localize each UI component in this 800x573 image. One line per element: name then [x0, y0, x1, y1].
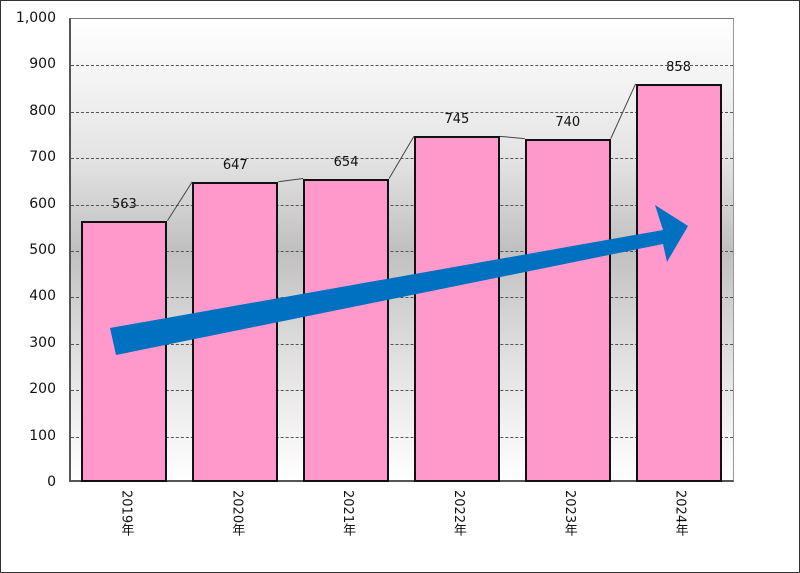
y-tick-label: 700 [29, 149, 56, 166]
data-label: 858 [666, 59, 691, 75]
x-tick-label: 2022年 [450, 490, 466, 537]
data-label: 745 [444, 112, 470, 128]
gridline [71, 65, 733, 67]
y-tick-label: 200 [29, 381, 56, 398]
y-tick-label: 500 [29, 242, 56, 258]
y-tick-label: 300 [29, 334, 56, 351]
y-tick-label: 400 [29, 288, 56, 305]
bar-2021年 [303, 178, 390, 482]
gridline [71, 297, 733, 299]
x-tick-label: 2020年 [229, 490, 245, 537]
y-tick-label: 1,000 [15, 10, 56, 26]
data-label: 647 [222, 157, 248, 173]
gridline [71, 204, 733, 206]
gridline [71, 158, 733, 160]
series-line [388, 136, 415, 179]
bar-2023年 [524, 138, 611, 482]
x-tick-label: 2024年 [672, 490, 688, 537]
series-line [499, 135, 525, 140]
gridline [71, 251, 733, 252]
x-tick-label: 2021年 [340, 490, 356, 537]
gridline [71, 390, 733, 392]
data-label: 740 [555, 114, 581, 130]
bar-2022年 [413, 136, 500, 482]
x-tick-label: 2019年 [118, 490, 134, 537]
series-line [610, 83, 637, 139]
data-label: 654 [333, 154, 359, 170]
gridline [71, 436, 733, 438]
series-line [278, 178, 304, 183]
series-line [166, 181, 193, 222]
gridline [71, 343, 733, 345]
y-tick-label: 600 [29, 195, 56, 212]
y-tick-label: 800 [29, 102, 56, 119]
gridline [71, 111, 733, 113]
series-connector-lines [166, 83, 637, 222]
data-label: 563 [111, 196, 137, 212]
y-tick-label: 0 [47, 474, 56, 490]
trend-arrow-icon [110, 205, 688, 355]
bar-2024年 [635, 83, 722, 482]
y-tick-label: 900 [29, 56, 56, 73]
x-tick-label: 2023年 [561, 490, 577, 537]
y-tick-label: 100 [29, 427, 56, 444]
